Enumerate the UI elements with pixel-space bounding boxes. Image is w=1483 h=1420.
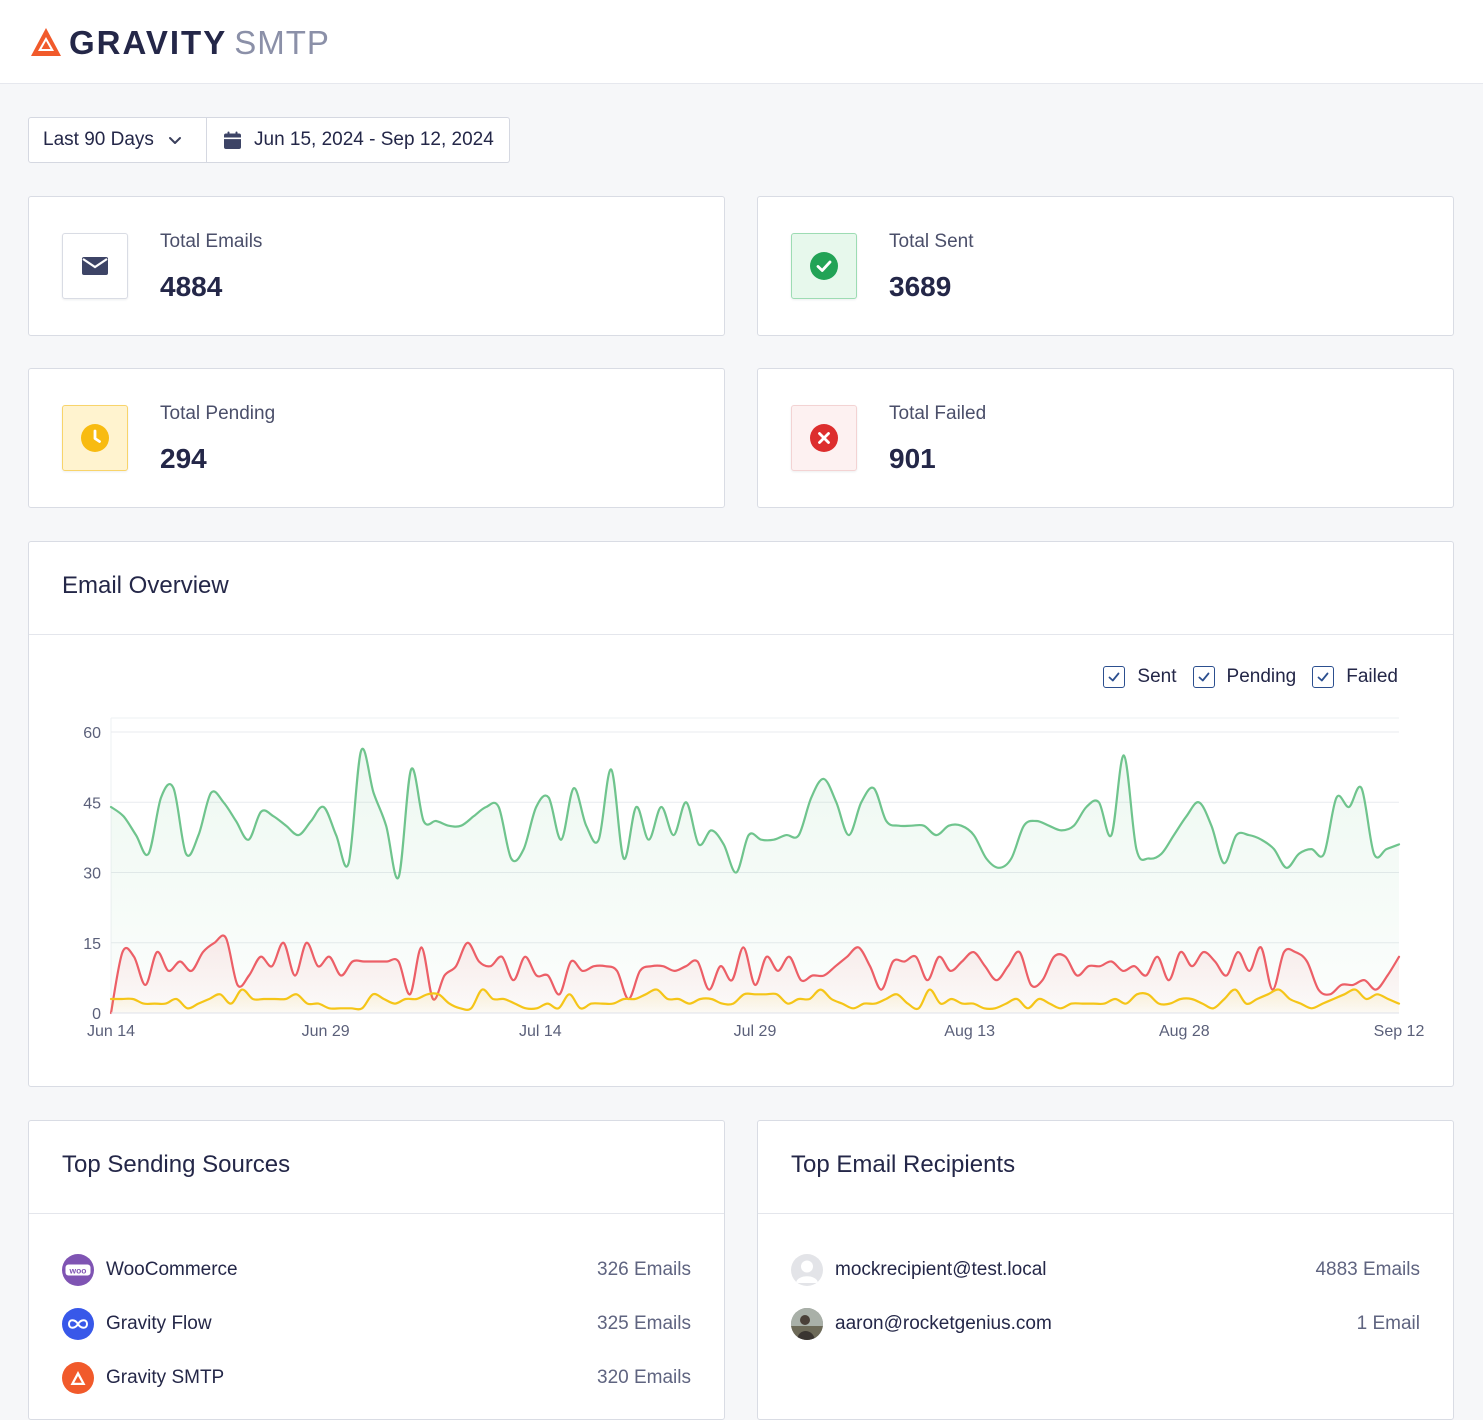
source-count: 325 Emails [597, 1313, 691, 1334]
series-area-failed [111, 935, 1399, 1013]
total-pending-icon-tile [62, 405, 128, 471]
total-emails-value: 4884 [160, 271, 223, 302]
sources-list: woo WooCommerce 326 Emails Gravity Flow … [62, 1243, 691, 1405]
check-circle-icon [810, 252, 838, 280]
list-item[interactable]: mockrecipient@test.local 4883 Emails [791, 1243, 1420, 1297]
y-tick-label: 0 [92, 1006, 101, 1023]
y-tick-label: 30 [83, 866, 101, 883]
legend-label-sent: Sent [1137, 666, 1177, 687]
panel-divider [758, 1213, 1453, 1214]
date-range-label: Jun 15, 2024 - Sep 12, 2024 [254, 129, 494, 150]
total-sent-label: Total Sent [889, 231, 974, 252]
list-item[interactable]: Gravity Flow 325 Emails [62, 1297, 691, 1351]
checkbox-pending[interactable] [1192, 666, 1215, 688]
range-preset-select[interactable]: Last 90 Days [29, 118, 207, 162]
legend-toggle-failed[interactable]: Failed [1312, 666, 1398, 688]
source-count: 320 Emails [597, 1367, 691, 1388]
woocommerce-icon: woo [62, 1254, 94, 1286]
source-name: Gravity SMTP [106, 1367, 225, 1388]
source-name: Gravity Flow [106, 1313, 212, 1334]
top-email-recipients-title: Top Email Recipients [791, 1151, 1016, 1178]
total-failed-label: Total Failed [889, 403, 987, 424]
brand-word-smtp: SMTP [234, 24, 330, 61]
svg-text:woo: woo [69, 1266, 87, 1276]
x-tick-label: Sep 12 [1374, 1023, 1425, 1040]
legend-label-pending: Pending [1226, 666, 1297, 687]
top-sending-sources-title: Top Sending Sources [62, 1151, 291, 1178]
panel-divider [29, 634, 1453, 635]
default-avatar-icon [791, 1254, 823, 1286]
series-line-failed [109, 934, 1401, 1015]
panel-divider [29, 1213, 724, 1214]
legend-toggle-sent[interactable]: Sent [1103, 666, 1177, 688]
x-tick-label: Aug 28 [1159, 1023, 1210, 1040]
chevron-down-icon [168, 137, 181, 144]
legend-label-failed: Failed [1346, 666, 1398, 687]
recipient-email: aaron@rocketgenius.com [835, 1313, 1052, 1334]
total-sent-value: 3689 [889, 271, 952, 302]
total-pending-card: Total Pending 294 [28, 368, 725, 508]
total-pending-label: Total Pending [160, 403, 276, 424]
source-name: WooCommerce [106, 1259, 238, 1280]
checkmark-icon [1317, 672, 1329, 682]
brand-word-gravity: GRAVITY [69, 24, 228, 61]
list-item[interactable]: aaron@rocketgenius.com 1 Email [791, 1297, 1420, 1351]
list-item[interactable]: woo WooCommerce 326 Emails [62, 1243, 691, 1297]
clock-icon [81, 424, 109, 452]
email-overview-chart: 0 15 30 45 60 Jun 14 Jun 29 Jul 14 Jul 29 Aug 13 A… [83, 717, 1425, 1040]
date-range-filter: Last 90 Days Jun 15, 2024 - Sep 12, 2024 [28, 117, 510, 163]
top-sending-sources-panel: Top Sending Sources woo WooCommerce 326 … [28, 1120, 725, 1420]
top-email-recipients-panel: Top Email Recipients mockrecipient@test.… [757, 1120, 1454, 1420]
recipient-count: 4883 Emails [1315, 1259, 1420, 1280]
gravity-logo-icon [31, 28, 61, 56]
checkmark-icon [1198, 672, 1209, 682]
total-emails-card: Total Emails 4884 [28, 196, 725, 336]
total-sent-card: Total Sent 3689 [757, 196, 1454, 336]
total-pending-value: 294 [160, 443, 207, 474]
email-overview-panel: Email Overview Sent Pending Failed [28, 541, 1454, 1087]
checkbox-sent[interactable] [1103, 666, 1126, 688]
range-preset-label: Last 90 Days [43, 129, 154, 150]
total-sent-icon-tile [791, 233, 857, 299]
x-tick-label: Jul 29 [734, 1023, 777, 1040]
x-circle-icon [810, 424, 838, 452]
total-failed-card: Total Failed 901 [757, 368, 1454, 508]
gravity-smtp-icon [62, 1362, 94, 1394]
series-area-sent [111, 748, 1399, 1013]
source-count: 326 Emails [597, 1259, 691, 1280]
x-tick-label: Aug 13 [944, 1023, 995, 1040]
total-failed-value: 901 [889, 443, 936, 474]
x-tick-label: Jun 14 [87, 1023, 135, 1040]
gravity-flow-icon [62, 1308, 94, 1340]
recipients-list: mockrecipient@test.local 4883 Emails aar… [791, 1243, 1420, 1351]
envelope-icon [82, 257, 108, 275]
series-area-pending [111, 989, 1399, 1013]
total-emails-label: Total Emails [160, 231, 263, 252]
series-line-sent [109, 747, 1401, 880]
top-bar: GRAVITY SMTP [0, 0, 1483, 84]
photo-avatar-icon [791, 1308, 823, 1340]
series-line-pending [109, 988, 1401, 1011]
legend-toggle-pending[interactable]: Pending [1192, 666, 1297, 688]
total-emails-icon-tile [62, 233, 128, 299]
checkmark-icon [1109, 672, 1120, 682]
y-tick-label: 60 [83, 725, 101, 742]
x-tick-label: Jul 14 [519, 1023, 562, 1040]
total-failed-icon-tile [791, 405, 857, 471]
email-overview-title: Email Overview [62, 572, 229, 599]
y-tick-label: 15 [83, 936, 101, 953]
calendar-icon [224, 131, 241, 149]
checkbox-failed[interactable] [1312, 666, 1335, 688]
list-item[interactable]: Gravity SMTP 320 Emails [62, 1351, 691, 1405]
gravity-smtp-logo[interactable]: GRAVITY SMTP [30, 24, 330, 62]
date-range-picker[interactable]: Jun 15, 2024 - Sep 12, 2024 [207, 118, 509, 162]
y-tick-label: 45 [83, 795, 101, 812]
chart-legend: Sent Pending Failed [1103, 666, 1398, 688]
x-tick-label: Jun 29 [302, 1023, 350, 1040]
recipient-count: 1 Email [1356, 1313, 1420, 1334]
recipient-email: mockrecipient@test.local [835, 1259, 1047, 1280]
